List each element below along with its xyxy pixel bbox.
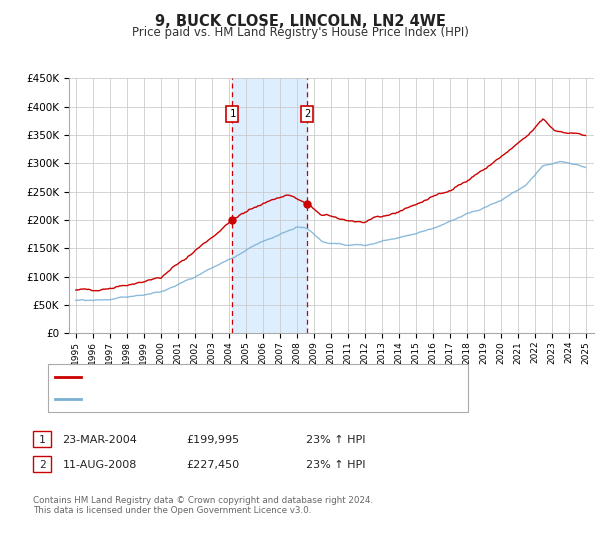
Text: 23% ↑ HPI: 23% ↑ HPI bbox=[306, 435, 365, 445]
Bar bbox=[232, 78, 307, 333]
Text: 11-AUG-2008: 11-AUG-2008 bbox=[62, 460, 137, 470]
Text: Price paid vs. HM Land Registry's House Price Index (HPI): Price paid vs. HM Land Registry's House … bbox=[131, 26, 469, 39]
Text: 1: 1 bbox=[38, 435, 46, 445]
Text: £227,450: £227,450 bbox=[186, 460, 239, 470]
Text: 23% ↑ HPI: 23% ↑ HPI bbox=[306, 460, 365, 470]
Text: 23-MAR-2004: 23-MAR-2004 bbox=[62, 435, 137, 445]
Text: HPI: Average price, detached house, Lincoln: HPI: Average price, detached house, Linc… bbox=[87, 394, 317, 404]
Text: 2: 2 bbox=[304, 109, 310, 119]
Text: 9, BUCK CLOSE, LINCOLN, LN2 4WE: 9, BUCK CLOSE, LINCOLN, LN2 4WE bbox=[155, 14, 445, 29]
Text: 9, BUCK CLOSE, LINCOLN, LN2 4WE (detached house): 9, BUCK CLOSE, LINCOLN, LN2 4WE (detache… bbox=[87, 372, 367, 382]
Text: 1: 1 bbox=[229, 109, 236, 119]
Text: 2: 2 bbox=[38, 460, 46, 470]
Text: Contains HM Land Registry data © Crown copyright and database right 2024.
This d: Contains HM Land Registry data © Crown c… bbox=[33, 496, 373, 515]
Text: £199,995: £199,995 bbox=[186, 435, 239, 445]
